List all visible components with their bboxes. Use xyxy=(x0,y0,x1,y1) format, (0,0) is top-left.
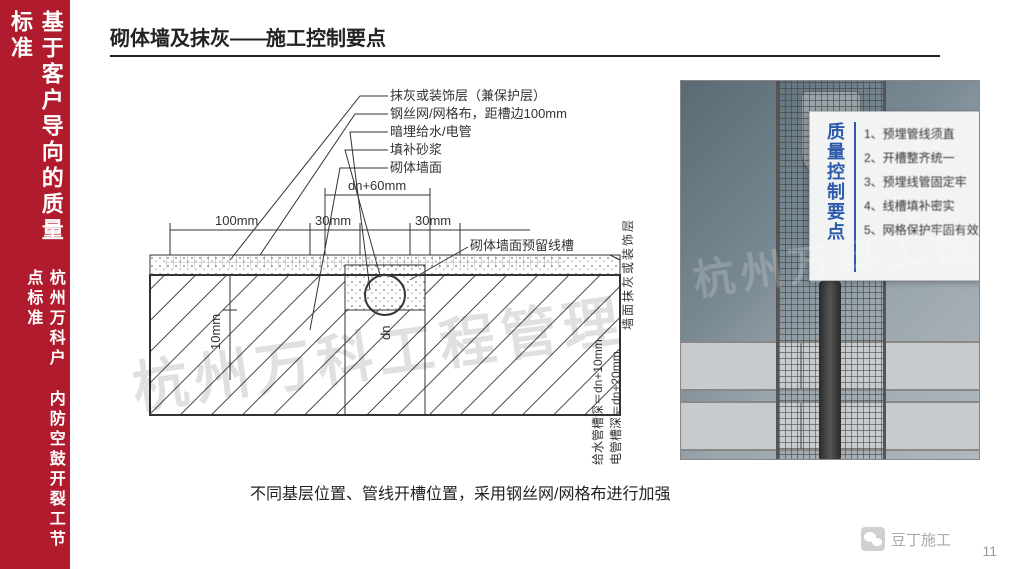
pipe xyxy=(819,281,841,460)
diag-label-1: 抹灰或装饰层（兼保护层） xyxy=(390,88,546,103)
dim-dn: dn xyxy=(378,326,393,340)
site-photo: 质量控制要点 1、预埋管线须直 2、开槽整齐统一 3、预埋线管固定牢 4、线槽填… xyxy=(680,80,980,460)
title-underline xyxy=(110,55,940,57)
diag-label-2: 钢丝网/网格布，距槽边100mm xyxy=(390,106,567,121)
dim-dn60: dn+60mm xyxy=(348,178,406,193)
slide: 基于客户导向的质量标准 杭州万科户 内防空鼓开裂工节点标准 砌体墙及抹灰——施工… xyxy=(0,0,1011,569)
sign-item: 1、预埋管线须直 xyxy=(864,122,979,146)
sign-item: 5、网格保护牢固有效 xyxy=(864,218,979,242)
caption: 不同基层位置、管线开槽位置，采用钢丝网/网格布进行加强 xyxy=(250,480,670,504)
dim-10: 10mm xyxy=(208,314,223,350)
slot-label: 砌体墙面预留线槽 xyxy=(470,238,574,253)
sidebar-main-text: 基于客户导向的质量标准 xyxy=(4,10,66,261)
dim-100: 100mm xyxy=(215,213,258,228)
wechat-icon xyxy=(861,527,885,551)
sidebar-sub-text: 杭州万科户 内防空鼓开裂工节点标准 xyxy=(4,269,66,569)
diagram-svg: 抹灰或装饰层（兼保护层） 钢丝网/网格布，距槽边100mm 暗埋给水/电管 填补… xyxy=(110,80,670,470)
sign-item: 3、预埋线管固定牢 xyxy=(864,170,979,194)
sign-item: 4、线槽填补密实 xyxy=(864,194,979,218)
technical-diagram: 抹灰或装饰层（兼保护层） 钢丝网/网格布，距槽边100mm 暗埋给水/电管 填补… xyxy=(110,80,670,470)
page-title: 砌体墙及抹灰——施工控制要点 xyxy=(110,22,386,51)
sign-title: 质量控制要点 xyxy=(822,122,856,272)
dim-30a: 30mm xyxy=(315,213,351,228)
dim-30b: 30mm xyxy=(415,213,451,228)
content-area: 抹灰或装饰层（兼保护层） 钢丝网/网格布，距槽边100mm 暗埋给水/电管 填补… xyxy=(110,80,980,520)
footer-watermark-text: 豆丁施工 xyxy=(891,529,951,550)
footer-watermark: 豆丁施工 xyxy=(861,527,951,551)
title-prefix: 砌体墙及抹灰 xyxy=(110,28,230,50)
title-suffix: 施工控制要点 xyxy=(266,28,386,50)
sign-item: 2、开槽整齐统一 xyxy=(864,146,979,170)
sidebar-text: 基于客户导向的质量标准 杭州万科户 内防空鼓开裂工节点标准 xyxy=(4,10,66,569)
sidebar: 基于客户导向的质量标准 杭州万科户 内防空鼓开裂工节点标准 xyxy=(0,0,70,569)
vlabel: 墙面抹灰或装饰层 xyxy=(621,218,635,330)
diag-label-3: 暗埋给水/电管 xyxy=(390,124,472,139)
note1: 给水管槽深＝dn+10mm xyxy=(590,339,605,465)
title-dash: —— xyxy=(230,28,266,50)
note2: 电管槽深＝dn+20mm xyxy=(608,351,623,465)
sign-list: 1、预埋管线须直 2、开槽整齐统一 3、预埋线管固定牢 4、线槽填补密实 5、网… xyxy=(864,122,979,272)
sign-board: 质量控制要点 1、预埋管线须直 2、开槽整齐统一 3、预埋线管固定牢 4、线槽填… xyxy=(809,111,980,281)
page-number: 11 xyxy=(982,543,997,559)
diag-label-5: 砌体墙面 xyxy=(390,160,442,175)
diag-label-4: 填补砂浆 xyxy=(390,142,442,157)
